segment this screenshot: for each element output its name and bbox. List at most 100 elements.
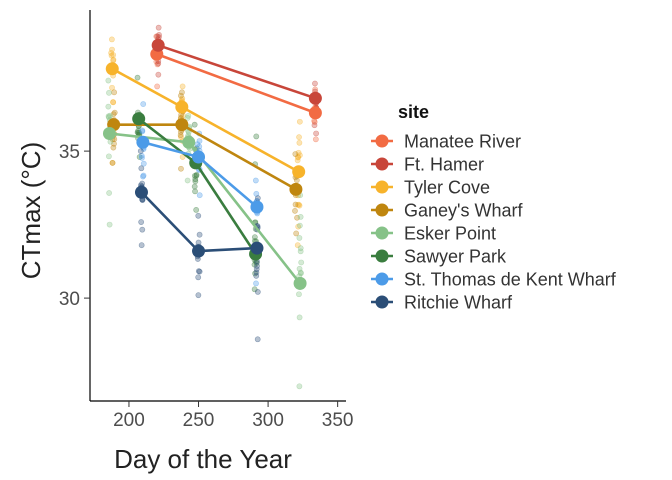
raw-point-ganey-s-wharf: [111, 140, 117, 147]
raw-point-esker-point: [296, 265, 303, 272]
mean-point-ganey-s-wharf: [289, 182, 303, 196]
raw-point-esker-point: [106, 89, 112, 96]
raw-point-ft-hamer: [155, 71, 162, 78]
mean-point-tyler-cove: [292, 165, 306, 179]
raw-point-ft-hamer: [313, 130, 320, 137]
raw-point-ganey-s-wharf: [178, 92, 184, 99]
raw-point-ganey-s-wharf: [110, 111, 117, 117]
raw-point-tyler-cove: [296, 202, 303, 209]
raw-point-manatee-river: [311, 119, 318, 125]
raw-point-tyler-cove: [109, 46, 115, 53]
legend-key-point-ritchie-wharf: [375, 295, 389, 309]
raw-point-ganey-s-wharf: [293, 230, 300, 237]
raw-point-tyler-cove: [296, 139, 303, 146]
raw-point-st-thomas-de-kent-wharf: [140, 101, 147, 107]
raw-point-st-thomas-de-kent-wharf: [139, 128, 146, 135]
raw-point-ritchie-wharf: [195, 212, 202, 219]
legend-label-st-thomas-de-kent-wharf: St. Thomas de Kent Wharf: [404, 270, 617, 290]
raw-point-esker-point: [296, 314, 303, 321]
raw-point-tyler-cove: [295, 149, 302, 156]
raw-point-ritchie-wharf: [254, 289, 261, 295]
raw-point-esker-point: [297, 248, 304, 255]
raw-point-esker-point: [105, 153, 112, 160]
mean-point-st-thomas-de-kent-wharf: [136, 135, 150, 149]
raw-point-sawyer-park: [192, 176, 199, 183]
raw-point-esker-point: [298, 259, 305, 266]
raw-point-tyler-cove: [109, 159, 116, 166]
raw-point-st-thomas-de-kent-wharf: [196, 143, 203, 150]
raw-point-tyler-cove: [110, 52, 117, 58]
raw-point-ritchie-wharf: [254, 263, 260, 269]
raw-point-ganey-s-wharf: [177, 132, 184, 139]
raw-point-tyler-cove: [295, 201, 302, 208]
raw-point-esker-point: [105, 77, 112, 84]
raw-point-tyler-cove: [296, 134, 302, 141]
axes: 200 250 300 350 30 35: [59, 10, 354, 431]
raw-point-ritchie-wharf: [137, 148, 144, 155]
legend-label-manatee-river: Manatee River: [404, 132, 521, 152]
raw-point-esker-point: [297, 213, 304, 220]
raw-point-ritchie-wharf: [253, 266, 260, 273]
raw-point-tyler-cove: [178, 134, 184, 140]
raw-point-ritchie-wharf: [196, 268, 203, 275]
mean-points-layer: [102, 38, 322, 290]
raw-point-sawyer-park: [251, 286, 258, 293]
mean-point-ritchie-wharf: [134, 185, 148, 199]
legend-key-point-st-thomas-de-kent-wharf: [375, 272, 389, 286]
mean-point-ft-hamer: [151, 38, 165, 52]
raw-point-esker-point: [106, 190, 113, 196]
mean-point-esker-point: [182, 135, 196, 149]
raw-point-esker-point: [185, 112, 192, 119]
raw-point-ganey-s-wharf: [178, 165, 184, 172]
raw-points-layer: [105, 24, 320, 390]
legend-key-point-sawyer-park: [375, 249, 389, 263]
raw-point-tyler-cove: [110, 99, 116, 105]
raw-point-st-thomas-de-kent-wharf: [139, 127, 146, 134]
legend-label-ft-hamer: Ft. Hamer: [404, 155, 484, 175]
raw-point-sawyer-park: [193, 171, 200, 178]
raw-point-esker-point: [184, 177, 191, 184]
raw-point-ganey-s-wharf: [110, 144, 117, 151]
raw-point-ft-hamer: [311, 122, 318, 129]
legend-label-ganey-s-wharf: Ganey's Wharf: [404, 201, 523, 221]
mean-point-ritchie-wharf: [192, 244, 206, 258]
raw-point-esker-point: [297, 269, 304, 276]
x-axis-title: Day of the Year: [114, 444, 292, 474]
x-tick-label: 350: [322, 410, 354, 431]
raw-point-ganey-s-wharf: [111, 89, 118, 96]
raw-point-ganey-s-wharf: [179, 89, 185, 96]
raw-point-ritchie-wharf: [138, 242, 145, 249]
raw-point-tyler-cove: [110, 99, 117, 106]
raw-point-st-thomas-de-kent-wharf: [252, 177, 259, 184]
mean-point-esker-point: [293, 276, 307, 290]
raw-point-ft-hamer: [312, 80, 318, 87]
x-tick-label: 300: [252, 410, 284, 431]
raw-point-ft-hamer: [155, 60, 162, 67]
mean-point-tyler-cove: [105, 62, 119, 76]
raw-point-esker-point: [106, 221, 113, 228]
series-line-ft-hamer: [157, 44, 316, 100]
raw-point-esker-point: [296, 222, 303, 229]
mean-point-ft-hamer: [308, 91, 322, 105]
raw-point-ritchie-wharf: [253, 272, 260, 279]
x-tick-label: 250: [183, 410, 215, 431]
raw-point-manatee-river: [154, 61, 161, 68]
raw-point-ft-hamer: [155, 24, 162, 31]
raw-point-esker-point: [296, 291, 302, 298]
raw-point-ganey-s-wharf: [294, 214, 300, 221]
series-line-manatee-river: [156, 52, 316, 115]
raw-point-esker-point: [296, 235, 303, 241]
raw-point-ganey-s-wharf: [292, 151, 299, 157]
raw-point-sawyer-park: [253, 260, 260, 266]
mean-point-tyler-cove: [175, 100, 189, 114]
raw-point-tyler-cove: [108, 36, 115, 43]
x-tick-label: 200: [113, 410, 145, 431]
legend: site Manatee River Ft. Hamer Tyler Cove Gan…: [371, 102, 617, 313]
raw-point-sawyer-park: [252, 270, 258, 277]
raw-point-tyler-cove: [295, 153, 301, 160]
raw-point-sawyer-park: [191, 172, 198, 179]
raw-point-sawyer-park: [192, 188, 198, 195]
raw-point-ganey-s-wharf: [111, 109, 118, 116]
raw-point-st-thomas-de-kent-wharf: [196, 138, 203, 144]
